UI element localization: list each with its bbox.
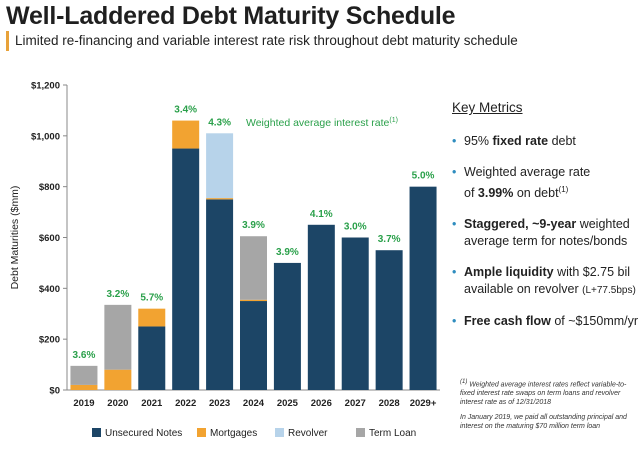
bar-segment <box>70 365 98 385</box>
annotation-footnote-ref: (1) <box>389 117 398 124</box>
bar-segment <box>409 186 437 390</box>
footnotes: (1) Weighted average interest rates refl… <box>460 378 638 437</box>
bullet-icon: • <box>452 165 457 179</box>
x-tick-label: 2021 <box>141 398 163 409</box>
rate-data-label: 3.2% <box>106 289 129 300</box>
footnote-1: (1) Weighted average interest rates refl… <box>460 378 638 407</box>
bar-segment <box>104 304 132 370</box>
footnote-ref: (1) <box>558 185 569 194</box>
bullet-icon: • <box>452 217 457 232</box>
bullet-icon: • <box>452 134 457 148</box>
bar-segment <box>138 308 166 327</box>
rate-data-label: 5.7% <box>140 293 163 304</box>
metric-liquidity: • Ample liquidity with $2.75 bil availab… <box>452 264 640 299</box>
rate-data-label: 3.0% <box>344 222 367 233</box>
x-tick-label: 2022 <box>175 398 196 409</box>
footnote-marker: (1) <box>460 379 468 385</box>
bar-segment <box>70 384 98 390</box>
bar-segment <box>273 262 301 390</box>
y-tick-label: $400 <box>39 284 60 295</box>
y-tick-label: $1,200 <box>31 81 60 92</box>
y-tick-label: $200 <box>39 335 60 346</box>
x-tick-label: 2027 <box>345 398 366 409</box>
rate-data-label: 5.0% <box>412 171 435 182</box>
y-axis-label: Debt Maturities ($mm) <box>9 186 21 290</box>
x-tick-label: 2019 <box>73 398 94 409</box>
key-metrics-panel: Key Metrics • 95% fixed rate debt • Weig… <box>452 100 640 344</box>
bar-segment <box>206 133 234 199</box>
y-tick-label: $600 <box>39 233 60 244</box>
metric-bold-text: Ample liquidity <box>464 265 554 280</box>
metric-text: of <box>464 186 478 201</box>
metric-bold-text: fixed rate <box>492 134 549 148</box>
key-metrics-title: Key Metrics <box>452 100 523 115</box>
legend-swatch <box>197 428 206 437</box>
bar-segment <box>206 198 234 200</box>
metric-bold-text: 3.99% <box>477 186 514 201</box>
debt-maturity-chart: Debt Maturities ($mm) $0 $200 $400 $600 $800 $… <box>9 81 440 439</box>
metric-free-cash-flow: • Free cash flow of ~$150mm/yr <box>452 313 640 330</box>
x-tick-label: 2029+ <box>410 398 437 409</box>
rate-data-label: 3.6% <box>73 350 96 361</box>
y-tick-label: $0 <box>49 386 60 397</box>
bar-segment <box>240 301 267 390</box>
subtitle-block: Limited re-financing and variable intere… <box>6 31 518 51</box>
bar-segment <box>341 237 369 390</box>
metric-text: debt <box>548 134 576 148</box>
legend-label: Unsecured Notes <box>105 428 182 439</box>
rate-data-label: 3.4% <box>174 105 197 116</box>
rate-data-label: 3.7% <box>378 234 401 245</box>
rate-data-label: 3.9% <box>276 247 299 258</box>
metric-weighted-rate: • Weighted average rate of 3.99% on debt… <box>452 164 640 202</box>
metric-staggered-term: • Staggered, ~9-year weighted average te… <box>452 216 640 250</box>
legend-swatch <box>92 428 101 437</box>
metric-small-text: (L+77.5bps) <box>582 285 636 297</box>
y-tick-label: $800 <box>39 182 60 193</box>
legend-swatch <box>275 428 284 437</box>
y-tick-label: $1,000 <box>31 131 60 142</box>
x-tick-label: 2023 <box>209 398 230 409</box>
metric-text: 95% <box>464 134 493 148</box>
metric-text: on debt <box>513 186 559 201</box>
bar-segment <box>240 299 267 302</box>
footnote-2: In January 2019, we paid all outstanding… <box>460 413 638 431</box>
rate-data-label: 4.1% <box>310 209 333 220</box>
x-tick-label: 2026 <box>311 398 332 409</box>
bar-segment <box>172 148 200 390</box>
bar-segment <box>375 250 403 390</box>
weighted-average-rate-annotation: Weighted average interest rate(1) <box>246 117 398 129</box>
bullet-icon: • <box>452 265 457 280</box>
metric-text: with $2.75 bil available on revolver <box>464 265 631 297</box>
metric-fixed-rate: • 95% fixed rate debt <box>452 133 640 150</box>
x-tick-label: 2028 <box>379 398 400 409</box>
bullet-icon: • <box>452 314 457 329</box>
x-tick-label: 2025 <box>277 398 299 409</box>
x-tick-label: 2024 <box>243 398 265 409</box>
bar-segment <box>240 236 267 300</box>
legend-label: Revolver <box>288 428 328 439</box>
rate-data-label: 3.9% <box>242 220 265 231</box>
bar-segment <box>172 120 200 149</box>
metric-text: Weighted average rate <box>464 165 591 179</box>
metric-text: of ~$150mm/yr <box>550 314 639 329</box>
bar-segment <box>138 326 166 390</box>
rate-data-label: 4.3% <box>208 117 231 128</box>
footnote-text: In January 2019, we paid all outstanding… <box>460 414 627 431</box>
bar-segment <box>104 369 132 390</box>
metric-bold-text: Free cash flow <box>464 314 551 329</box>
bar-segment <box>307 224 335 390</box>
bar-segment <box>206 199 234 390</box>
metric-text: weighted average term for notes/bonds <box>464 217 630 249</box>
x-tick-label: 2020 <box>107 398 128 409</box>
legend-label: Mortgages <box>210 428 257 439</box>
metric-bold-text: Staggered, ~9-year <box>464 217 577 232</box>
footnote-text: Weighted average interest rates reflect … <box>460 381 627 407</box>
legend-swatch <box>356 428 365 437</box>
page-title: Well-Laddered Debt Maturity Schedule <box>6 2 456 30</box>
page-subtitle: Limited re-financing and variable intere… <box>15 33 518 48</box>
legend-label: Term Loan <box>369 428 416 439</box>
